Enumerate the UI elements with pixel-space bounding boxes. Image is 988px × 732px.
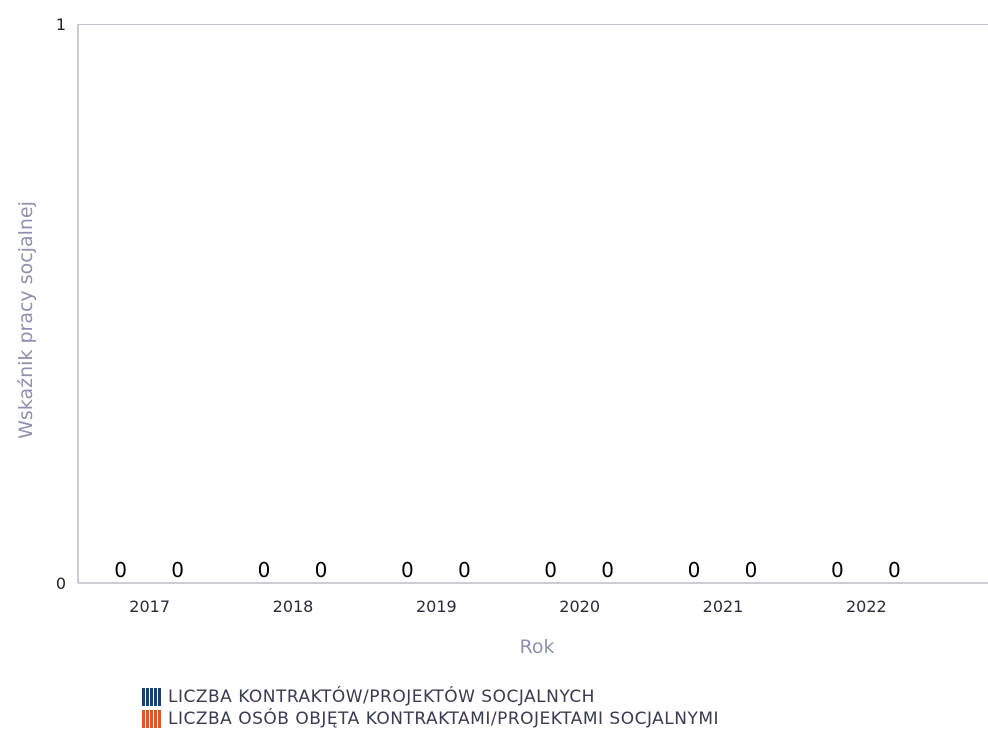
legend: LICZBA KONTRAKTÓW/PROJEKTÓW SOCJALNYCH L… bbox=[142, 686, 719, 730]
data-label: 0 bbox=[745, 558, 758, 582]
x-tick-label: 2021 bbox=[703, 597, 744, 616]
y-tick-label: 0 bbox=[56, 574, 66, 593]
data-label: 0 bbox=[601, 558, 614, 582]
x-tick-label: 2017 bbox=[129, 597, 170, 616]
data-label: 0 bbox=[458, 558, 471, 582]
y-tick-label: 1 bbox=[56, 15, 66, 34]
data-label: 0 bbox=[171, 558, 184, 582]
data-label: 0 bbox=[401, 558, 414, 582]
x-tick-label: 2022 bbox=[846, 597, 887, 616]
data-label: 0 bbox=[544, 558, 557, 582]
data-label: 0 bbox=[688, 558, 701, 582]
legend-label-contracts: LICZBA KONTRAKTÓW/PROJEKTÓW SOCJALNYCH bbox=[168, 687, 595, 707]
x-axis-title: Rok bbox=[520, 636, 555, 658]
legend-swatch-persons bbox=[142, 710, 162, 728]
data-label: 0 bbox=[315, 558, 328, 582]
data-label: 0 bbox=[888, 558, 901, 582]
x-tick-label: 2019 bbox=[416, 597, 457, 616]
y-axis-title: Wskaźnik pracy socjalnej bbox=[15, 201, 37, 439]
data-label: 0 bbox=[258, 558, 271, 582]
data-label: 0 bbox=[114, 558, 127, 582]
x-tick-label: 2018 bbox=[273, 597, 314, 616]
legend-swatch-contracts bbox=[142, 688, 162, 706]
legend-label-persons: LICZBA OSÓB OBJĘTA KONTRAKTAMI/PROJEKTAM… bbox=[168, 709, 720, 729]
x-tick-label: 2020 bbox=[559, 597, 600, 616]
data-label: 0 bbox=[831, 558, 844, 582]
legend-item-persons: LICZBA OSÓB OBJĘTA KONTRAKTAMI/PROJEKTAM… bbox=[142, 708, 719, 730]
legend-item-contracts: LICZBA KONTRAKTÓW/PROJEKTÓW SOCJALNYCH bbox=[142, 686, 719, 708]
